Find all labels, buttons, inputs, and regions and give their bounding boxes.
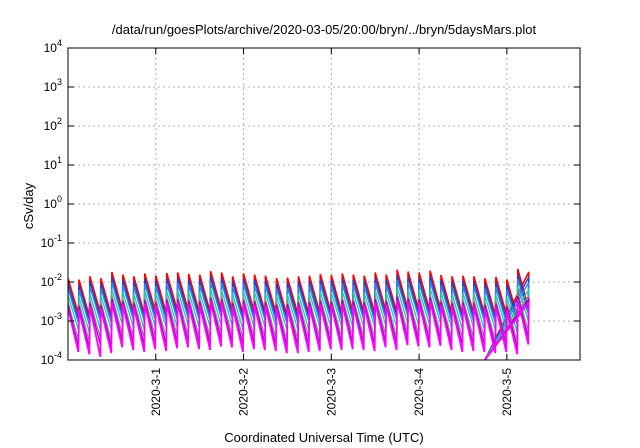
grid-lines bbox=[68, 48, 580, 360]
tick-marks bbox=[68, 47, 580, 361]
y-tick-label: 10-2 bbox=[41, 272, 62, 289]
series-line-4 bbox=[68, 286, 530, 360]
x-tick-label: 2020-3-2 bbox=[237, 368, 251, 416]
y-tick-label: 10-3 bbox=[41, 311, 62, 328]
x-tick-label: 2020-3-3 bbox=[324, 368, 338, 416]
y-tick-label: 100 bbox=[44, 194, 62, 211]
series-line-5 bbox=[68, 292, 530, 360]
series-line-7 bbox=[68, 299, 530, 360]
y-tick-label: 10-4 bbox=[41, 350, 62, 367]
series-line-3 bbox=[68, 279, 530, 360]
y-axis-label: cSv/day bbox=[21, 182, 36, 229]
series-line-1 bbox=[68, 268, 530, 360]
x-tick-label: 2020-3-5 bbox=[500, 368, 514, 416]
chart-title: /data/run/goesPlots/archive/2020-03-05/2… bbox=[112, 22, 537, 37]
x-tick-label: 2020-3-4 bbox=[412, 368, 426, 416]
x-tick-labels: 2020-3-1 2020-3-2 2020-3-3 2020-3-4 2020-3-5 bbox=[149, 368, 514, 416]
x-axis-label: Coordinated Universal Time (UTC) bbox=[224, 430, 423, 445]
y-tick-label: 101 bbox=[44, 155, 62, 172]
y-tick-label: 10-1 bbox=[41, 233, 62, 250]
y-tick-label: 104 bbox=[44, 38, 62, 55]
series-layer bbox=[68, 268, 530, 360]
y-tick-label: 102 bbox=[44, 116, 62, 133]
series-line-2 bbox=[68, 273, 530, 360]
y-tick-labels: 10-4 10-3 10-2 10-1 100 101 102 103 104 bbox=[41, 38, 62, 367]
y-tick-label: 103 bbox=[44, 77, 62, 94]
x-tick-label: 2020-3-1 bbox=[149, 368, 163, 416]
